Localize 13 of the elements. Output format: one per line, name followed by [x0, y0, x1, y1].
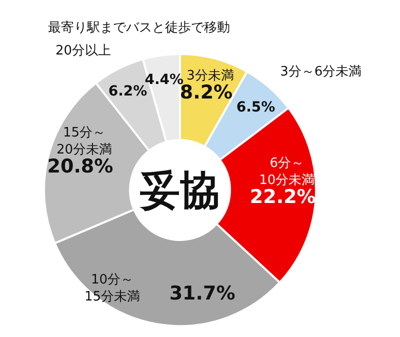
slice-label: 10分～15分未満	[84, 272, 140, 304]
slice-label: 3分未満	[186, 68, 234, 84]
data-label: 31.7%	[169, 282, 236, 304]
slice-label: 最寄り駅までバスと徒歩で移動	[48, 19, 230, 36]
data-label: 22.2%	[250, 186, 316, 208]
slice-label: 20分以上	[55, 44, 111, 59]
slice-label: 6分～10分未満	[259, 156, 315, 188]
slice-label: 15分～20分未満	[56, 125, 112, 158]
slice-label: 3分～6分未満	[280, 64, 362, 80]
data-label: 6.2%	[108, 84, 148, 100]
data-label: 20.8%	[47, 155, 114, 178]
text: 妥協	[139, 168, 220, 214]
data-label: 6.5%	[236, 100, 276, 116]
